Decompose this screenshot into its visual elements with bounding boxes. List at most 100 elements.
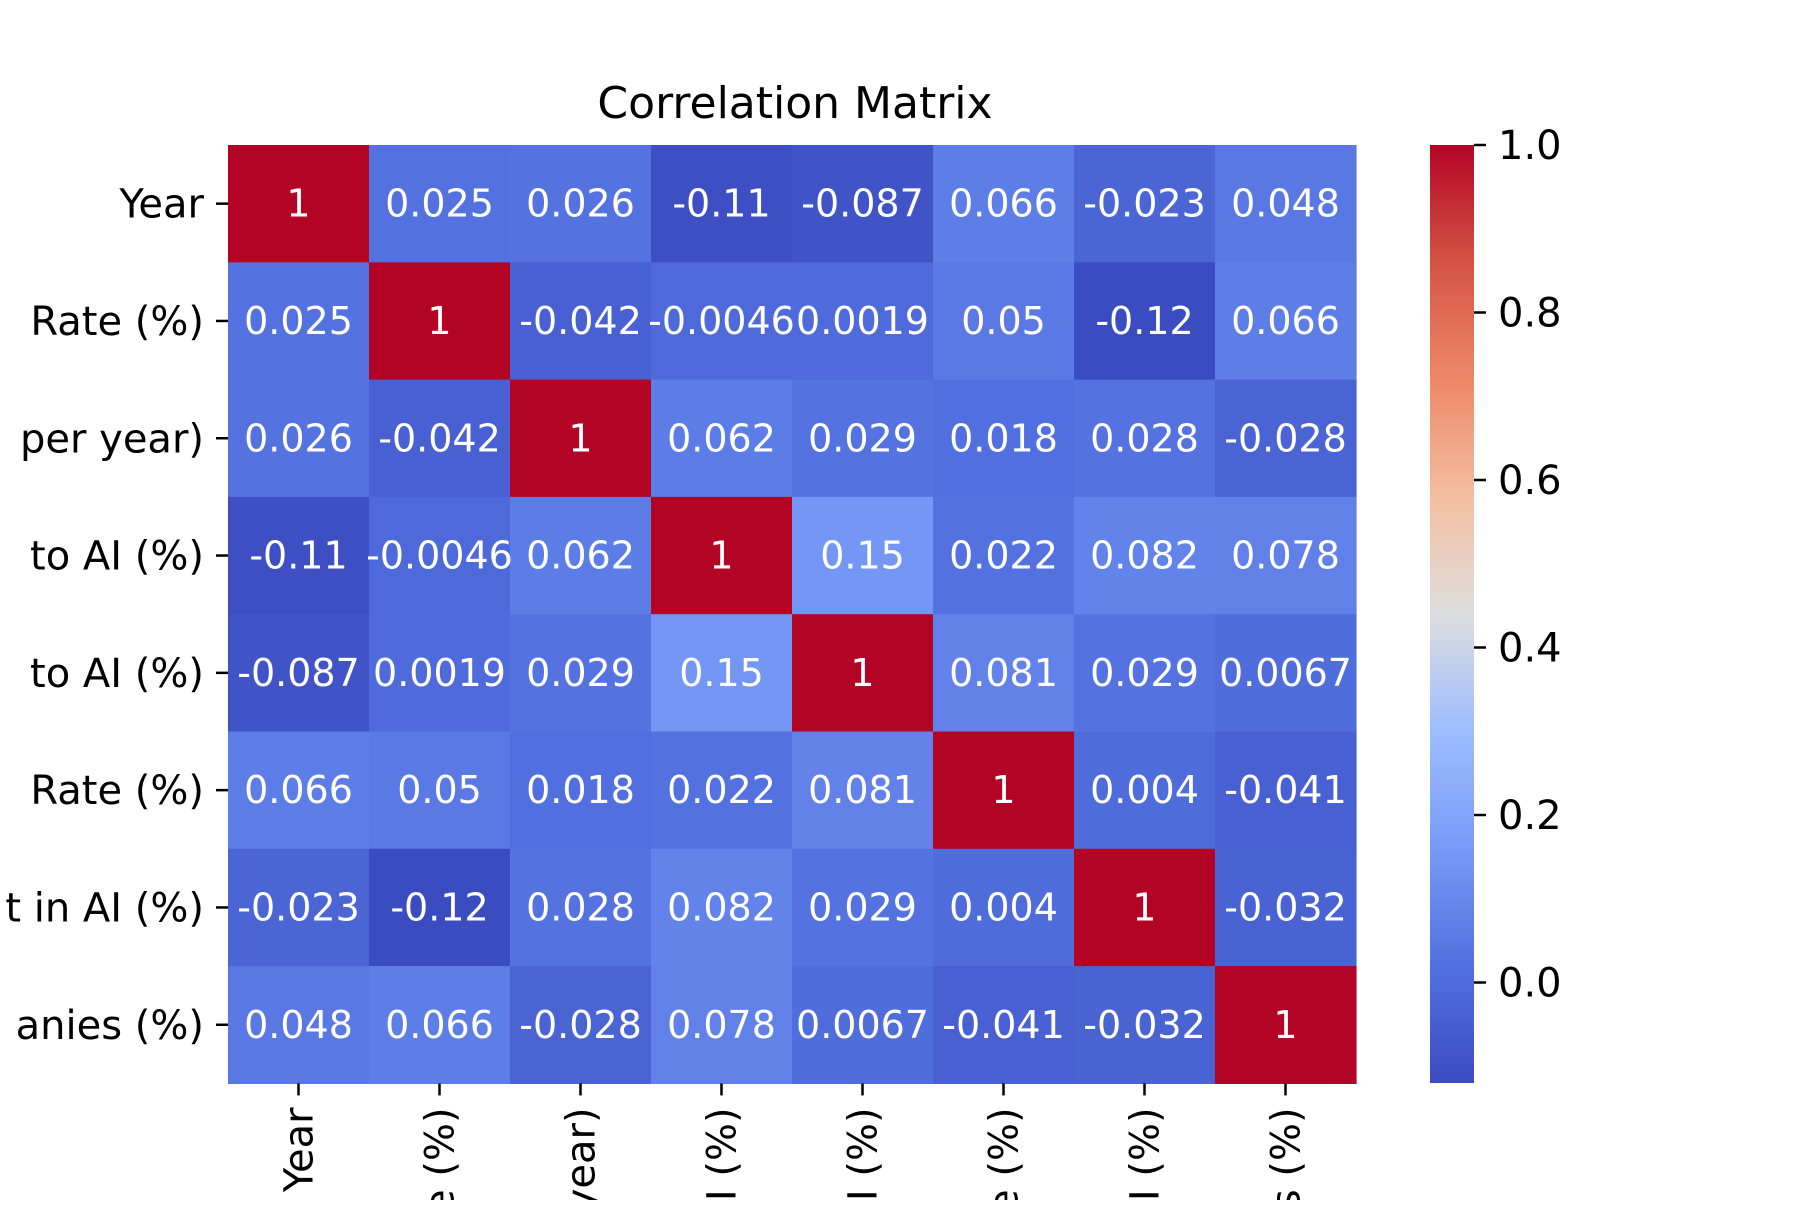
heatmap-cell-5-0 bbox=[228, 731, 370, 850]
heatmap-cell-6-5 bbox=[933, 848, 1075, 967]
cell-annotation-2-3: 0.062 bbox=[667, 416, 776, 460]
heatmap-cell-4-6 bbox=[1074, 614, 1216, 733]
heatmap-cell-2-1 bbox=[369, 379, 511, 498]
cell-annotation-2-5: 0.018 bbox=[949, 416, 1058, 460]
col-label-0: Year bbox=[277, 1107, 323, 1193]
colorbar-tick-label-1: 0.2 bbox=[1498, 793, 1562, 839]
cell-annotation-0-5: 0.066 bbox=[949, 182, 1058, 226]
heatmap-cell-2-5 bbox=[933, 379, 1075, 498]
heatmap-cell-7-6 bbox=[1074, 966, 1216, 1084]
heatmap-cell-1-1 bbox=[369, 262, 511, 381]
cell-annotation-0-0: 1 bbox=[286, 182, 310, 226]
cell-annotation-7-1: 0.066 bbox=[385, 1003, 494, 1047]
row-label-3: to AI (%) bbox=[30, 534, 204, 580]
heatmap-cells bbox=[228, 145, 1357, 1084]
cell-annotation-3-0: -0.11 bbox=[249, 534, 347, 578]
heatmap-cell-2-4 bbox=[792, 379, 934, 498]
cell-annotation-4-1: 0.0019 bbox=[373, 651, 506, 695]
heatmap-cell-2-3 bbox=[651, 379, 793, 498]
row-label-2: per year) bbox=[20, 416, 204, 462]
cell-annotation-0-2: 0.026 bbox=[526, 182, 635, 226]
heatmap-cell-0-5 bbox=[933, 145, 1075, 263]
cell-annotation-7-6: -0.032 bbox=[1083, 1003, 1206, 1047]
heatmap-cell-4-5 bbox=[933, 614, 1075, 733]
heatmap-cell-1-3 bbox=[651, 262, 793, 381]
cell-annotation-5-3: 0.022 bbox=[667, 768, 776, 812]
heatmap-cell-5-2 bbox=[510, 731, 652, 850]
cell-annotation-3-6: 0.082 bbox=[1090, 534, 1199, 578]
heatmap-cell-0-0 bbox=[228, 145, 370, 263]
cell-annotation-6-3: 0.082 bbox=[667, 885, 776, 929]
cell-annotation-1-3: -0.0046 bbox=[648, 299, 795, 343]
cell-annotation-2-4: 0.029 bbox=[808, 416, 917, 460]
heatmap-cell-1-7 bbox=[1215, 262, 1357, 381]
cell-annotation-2-1: -0.042 bbox=[378, 416, 501, 460]
heatmap-cell-3-6 bbox=[1074, 496, 1216, 615]
heatmap-cell-4-7 bbox=[1215, 614, 1357, 733]
heatmap-cell-2-0 bbox=[228, 379, 370, 498]
heatmap-cell-6-4 bbox=[792, 848, 934, 967]
heatmap-cell-6-7 bbox=[1215, 848, 1357, 967]
cell-annotation-3-4: 0.15 bbox=[820, 534, 905, 578]
heatmap-cell-3-7 bbox=[1215, 496, 1357, 615]
cell-annotation-5-0: 0.066 bbox=[244, 768, 353, 812]
heatmap-cell-5-6 bbox=[1074, 731, 1216, 850]
heatmap-cell-7-5 bbox=[933, 966, 1075, 1084]
cell-annotation-1-7: 0.066 bbox=[1231, 299, 1340, 343]
heatmap-cell-0-1 bbox=[369, 145, 511, 263]
cell-annotation-6-5: 0.004 bbox=[949, 885, 1058, 929]
colorbar-tick-label-3: 0.6 bbox=[1498, 458, 1562, 504]
row-label-7: anies (%) bbox=[16, 1003, 204, 1049]
cell-annotation-7-7: 1 bbox=[1273, 1003, 1297, 1047]
cell-annotation-6-4: 0.029 bbox=[808, 885, 917, 929]
heatmap-cell-6-2 bbox=[510, 848, 652, 967]
cell-annotation-6-6: 1 bbox=[1132, 885, 1156, 929]
heatmap-annotations: 1 0.025 0.026 -0.11 -0.087 0.066 -0.023 0.048 0.… bbox=[237, 182, 1352, 1047]
heatmap-cell-5-4 bbox=[792, 731, 934, 850]
cell-annotation-6-7: -0.032 bbox=[1224, 885, 1347, 929]
heatmap-cell-0-4 bbox=[792, 145, 934, 263]
cell-annotation-4-4: 1 bbox=[850, 651, 874, 695]
heatmap-cell-7-2 bbox=[510, 966, 652, 1084]
colorbar-tick-label-5: 1.0 bbox=[1498, 123, 1562, 169]
heatmap-cell-1-5 bbox=[933, 262, 1075, 381]
heatmap-cell-2-2 bbox=[510, 379, 652, 498]
cell-annotation-2-2: 1 bbox=[568, 416, 592, 460]
cell-annotation-5-4: 0.081 bbox=[808, 768, 917, 812]
cell-annotation-7-3: 0.078 bbox=[667, 1003, 776, 1047]
cell-annotation-1-0: 0.025 bbox=[244, 299, 353, 343]
col-label-3: AI (%) bbox=[700, 1107, 746, 1200]
cell-annotation-3-3: 1 bbox=[709, 534, 733, 578]
heatmap-cell-0-3 bbox=[651, 145, 793, 263]
column-labels: Year e (%) year) AI (%) AI (%) e (%) AI (%) s (… bbox=[277, 1083, 1310, 1205]
cell-annotation-2-6: 0.028 bbox=[1090, 416, 1199, 460]
cell-annotation-6-2: 0.028 bbox=[526, 885, 635, 929]
heatmap-cell-1-4 bbox=[792, 262, 934, 381]
cell-annotation-0-3: -0.11 bbox=[672, 182, 770, 226]
heatmap-cell-7-1 bbox=[369, 966, 511, 1084]
cell-annotation-0-7: 0.048 bbox=[1231, 182, 1340, 226]
cell-annotation-0-1: 0.025 bbox=[385, 182, 494, 226]
heatmap-cell-1-0 bbox=[228, 262, 370, 381]
colorbar-tick-label-2: 0.4 bbox=[1498, 626, 1562, 672]
colorbar-gradient bbox=[1430, 145, 1474, 1083]
heatmap-cell-3-5 bbox=[933, 496, 1075, 615]
col-label-1: e (%) bbox=[418, 1107, 464, 1200]
cell-annotation-0-4: -0.087 bbox=[801, 182, 924, 226]
colorbar: 0.0 0.2 0.4 0.6 0.8 1.0 bbox=[1430, 123, 1562, 1083]
cell-annotation-4-2: 0.029 bbox=[526, 651, 635, 695]
row-label-0: Year bbox=[118, 182, 204, 228]
heatmap-cell-3-3 bbox=[651, 496, 793, 615]
cell-annotation-2-7: -0.028 bbox=[1224, 416, 1347, 460]
heatmap-cell-6-3 bbox=[651, 848, 793, 967]
cell-annotation-2-0: 0.026 bbox=[244, 416, 353, 460]
cell-annotation-4-0: -0.087 bbox=[237, 651, 360, 695]
cell-annotation-4-7: 0.0067 bbox=[1219, 651, 1352, 695]
row-label-6: t in AI (%) bbox=[5, 885, 204, 931]
heatmap-cell-5-7 bbox=[1215, 731, 1357, 850]
cell-annotation-3-5: 0.022 bbox=[949, 534, 1058, 578]
chart-title: Correlation Matrix bbox=[597, 78, 992, 129]
heatmap-cell-7-7 bbox=[1215, 966, 1357, 1084]
heatmap-cell-7-4 bbox=[792, 966, 934, 1084]
